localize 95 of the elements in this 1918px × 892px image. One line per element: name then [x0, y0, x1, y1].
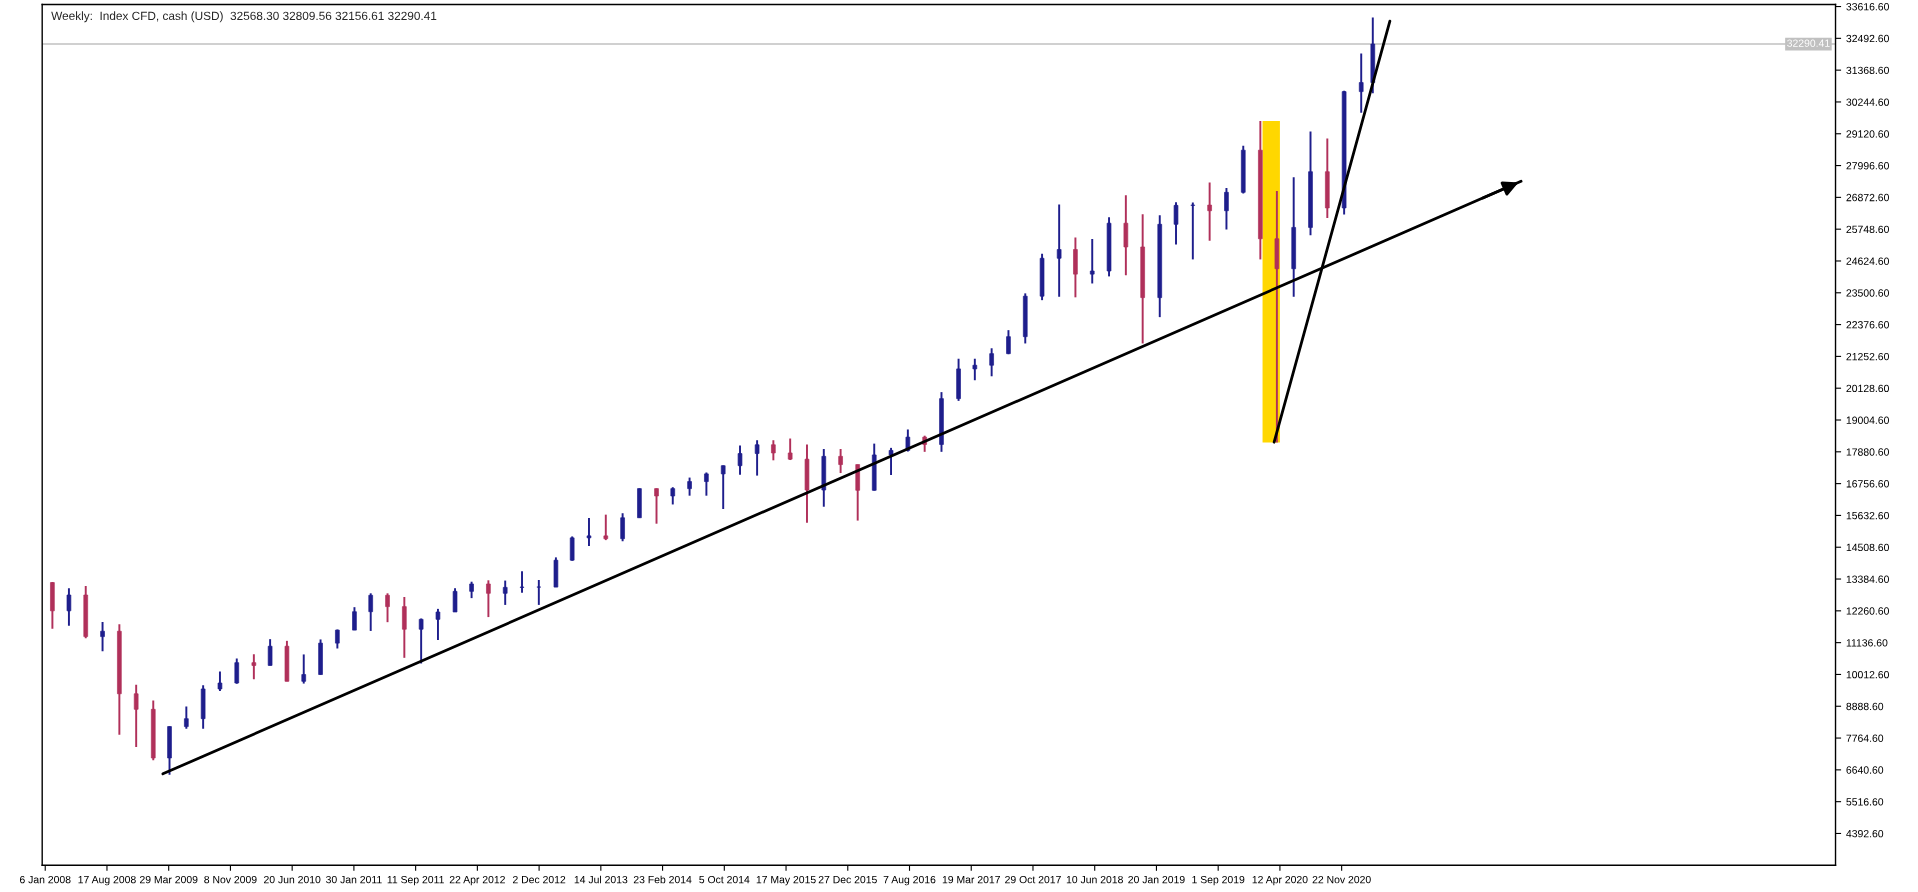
- y-tick-label: 10012.60: [1846, 670, 1889, 679]
- x-tick-label: 5 Oct 2014: [699, 875, 750, 884]
- y-tick-label: 29120.60: [1846, 130, 1889, 138]
- x-tick-label: 17 May 2015: [756, 875, 816, 886]
- x-tick-label: 2 Dec 2012: [512, 875, 566, 884]
- candlestick: [972, 357, 978, 382]
- candlestick: [234, 657, 240, 685]
- y-tick-label: 16756.60: [1846, 480, 1889, 488]
- y-tick-label: 30244.60: [1846, 98, 1889, 106]
- candlestick: [704, 471, 709, 497]
- x-tick-label: 14 Jul 2013: [574, 875, 628, 884]
- candlestick: [1224, 187, 1229, 231]
- y-tick-label: 23500.60: [1846, 289, 1889, 297]
- candlestick: [435, 607, 441, 641]
- candlestick: [737, 444, 743, 476]
- text: Weekly: Index CFD, cash (USD) 32568.30 32809.56 32156.61 32290.41: [51, 11, 437, 23]
- x-tick-label: 30 Jan 2011: [326, 875, 382, 884]
- x-tick-label: 20 Jan 2019: [1128, 875, 1185, 884]
- y-tick-label: 25748.60: [1846, 225, 1889, 234]
- x-tick-label: 10 Jun 2018: [1066, 875, 1123, 884]
- candlestick: [368, 592, 373, 632]
- x-tick-label: 7 Aug 2016: [883, 875, 936, 886]
- candlestick: [352, 606, 357, 632]
- candlestick: [1190, 201, 1196, 261]
- y-tick-label: 11136.60: [1846, 639, 1888, 647]
- y-tick-label: 27996.60: [1846, 162, 1889, 170]
- candlestick: [989, 347, 994, 378]
- y-tick-label: 24624.60: [1846, 257, 1889, 265]
- candlestick: [586, 517, 592, 548]
- candlestick: [267, 638, 273, 667]
- candlestick: [1056, 203, 1062, 298]
- x-tick-label: 8 Nov 2009: [204, 875, 257, 884]
- candlestick: [654, 487, 659, 525]
- candlestick: [133, 683, 139, 748]
- candlestick: [1123, 194, 1129, 277]
- x-tick-label: 1 Sep 2019: [1192, 875, 1245, 886]
- y-tick-label: 5516.60: [1846, 798, 1884, 806]
- y-tick-label: 19004.60: [1846, 416, 1889, 424]
- y-tick-label: 17880.60: [1846, 448, 1889, 456]
- candlestick: [335, 628, 340, 650]
- x-tick-label: 12 Apr 2020: [1252, 875, 1308, 886]
- x-tick-label: 6 Jan 2008: [19, 875, 71, 884]
- candlestick: [569, 535, 575, 562]
- y-tick-label: 26872.60: [1846, 193, 1889, 202]
- candlestick: [502, 579, 508, 606]
- y-tick-label: 20128.60: [1846, 384, 1889, 393]
- y-tick-label: 33616.60: [1846, 3, 1889, 11]
- y-tick-label: 13384.60: [1846, 575, 1889, 583]
- y-tick-label: 6640.60: [1846, 766, 1884, 774]
- candlestick: [100, 620, 105, 653]
- candlestick: [687, 476, 692, 497]
- y-tick-label: 31368.60: [1846, 66, 1889, 75]
- y-tick-label: 15632.60: [1846, 511, 1889, 520]
- candlestick: [1358, 52, 1364, 114]
- x-tick-label: 19 Mar 2017: [942, 875, 1000, 884]
- candlestick: [66, 587, 72, 627]
- candlestick: [1173, 201, 1179, 246]
- candlestick: [452, 587, 458, 613]
- x-tick-label: 17 Aug 2008: [78, 875, 136, 886]
- candlestick: [1207, 181, 1212, 242]
- candlestick: [720, 464, 726, 510]
- candlestick: [385, 592, 390, 624]
- candlestick: [838, 448, 843, 475]
- x-tick-label: 22 Nov 2020: [1312, 875, 1371, 884]
- candlestick: [754, 439, 760, 477]
- y-tick-label: 22376.60: [1846, 321, 1889, 329]
- x-tick-label: 27 Dec 2015: [818, 875, 877, 884]
- y-tick-label: 12260.60: [1846, 607, 1889, 615]
- y-tick-label: 8888.60: [1846, 702, 1884, 711]
- candlestick: [888, 446, 894, 476]
- candlestick: [1089, 238, 1095, 285]
- candlestick: [486, 579, 491, 619]
- x-tick-label: 29 Mar 2009: [139, 875, 198, 884]
- x-tick-label: 23 Feb 2014: [633, 875, 692, 884]
- candlestick: [620, 512, 625, 543]
- ref-line-label: 32290.41: [1787, 39, 1830, 47]
- candlestick: [251, 653, 257, 681]
- x-tick-label: 29 Oct 2017: [1005, 875, 1061, 884]
- candlestick: [603, 513, 609, 542]
- y-tick-label: 32492.60: [1846, 34, 1889, 43]
- candlestick: [217, 670, 223, 692]
- candlestick: [1006, 329, 1011, 356]
- candlestick: [536, 579, 542, 606]
- y-tick-label: 14508.60: [1846, 543, 1889, 552]
- candlestick: [771, 439, 776, 462]
- x-tick-label: 11 Sep 2011: [387, 875, 444, 886]
- candlestick: [519, 570, 525, 594]
- candlestick: [402, 596, 407, 659]
- y-tick-label: 21252.60: [1846, 352, 1889, 361]
- y-tick-label: 4392.60: [1846, 829, 1884, 838]
- candlestick: [301, 653, 307, 685]
- x-tick-label: 22 Apr 2012: [449, 875, 505, 886]
- candlestick: [184, 705, 189, 730]
- y-tick-label: 7764.60: [1846, 734, 1884, 742]
- x-tick-label: 20 Jun 2010: [264, 875, 321, 884]
